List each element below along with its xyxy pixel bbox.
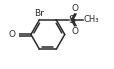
Text: O: O [9,30,16,39]
Text: Br: Br [33,9,43,18]
Text: S: S [67,15,74,25]
Text: O: O [71,4,78,13]
Text: CH₃: CH₃ [82,15,98,24]
Text: O: O [71,27,78,36]
